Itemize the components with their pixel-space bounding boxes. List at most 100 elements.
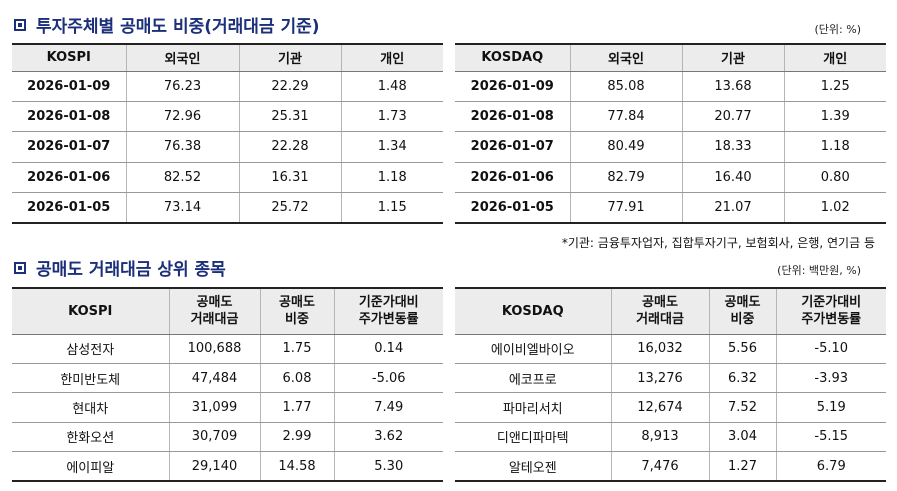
value-cell: 7.52 bbox=[708, 392, 776, 423]
value-cell: 29,140 bbox=[168, 451, 260, 482]
value-cell: 31,099 bbox=[168, 392, 260, 423]
value-cell: 1.73 bbox=[340, 101, 443, 133]
value-cell: 0.14 bbox=[333, 334, 443, 364]
value-cell: 1.34 bbox=[340, 131, 443, 163]
value-cell: 3.62 bbox=[333, 422, 443, 453]
stock-name-cell: 삼성전자 bbox=[12, 334, 169, 364]
column-header-cell: 기관 bbox=[238, 43, 341, 72]
investor-unit-label: (단위: %) bbox=[814, 23, 861, 36]
table-row: 2026-01-06 82.79 16.40 0.80 bbox=[455, 162, 886, 194]
column-header-cell: 개인 bbox=[783, 43, 886, 72]
column-header-cell: 공매도 거래대금 bbox=[610, 287, 709, 335]
top-kospi-table: KOSPI 공매도 거래대금 공매도 비중 기준가대비 주가변동률 삼성전자 100,688 1… bbox=[12, 287, 443, 482]
stock-name-cell: 한미반도체 bbox=[12, 363, 169, 394]
investor-section-title-text: 투자주체별 공매도 비중(거래대금 기준) bbox=[36, 17, 320, 37]
column-header-cell: 외국인 bbox=[125, 43, 239, 72]
value-cell: 1.77 bbox=[259, 392, 334, 423]
value-cell: 13,276 bbox=[610, 363, 709, 394]
stock-name-cell: 에코프로 bbox=[455, 363, 611, 394]
table-header-row: KOSPI 외국인 기관 개인 bbox=[12, 43, 443, 72]
value-cell: 8,913 bbox=[610, 422, 709, 453]
investor-kospi-table: KOSPI 외국인 기관 개인 2026-01-09 76.23 22.29 1.48 202… bbox=[12, 43, 443, 224]
table-row: 2026-01-07 80.49 18.33 1.18 bbox=[455, 131, 886, 163]
date-cell: 2026-01-06 bbox=[12, 162, 126, 194]
table-row: 2026-01-08 72.96 25.31 1.73 bbox=[12, 101, 443, 133]
stock-name-cell: 알테오젠 bbox=[455, 451, 611, 482]
value-cell: 3.04 bbox=[708, 422, 776, 453]
table-row: 2026-01-08 77.84 20.77 1.39 bbox=[455, 101, 886, 133]
value-cell: 22.28 bbox=[238, 131, 341, 163]
market-header-cell: KOSDAQ bbox=[455, 43, 570, 72]
stock-name-cell: 한화오션 bbox=[12, 422, 169, 453]
date-cell: 2026-01-05 bbox=[455, 192, 570, 224]
value-cell: -5.10 bbox=[775, 334, 886, 364]
investor-section-title: 투자주체별 공매도 비중(거래대금 기준) bbox=[14, 12, 320, 37]
value-cell: 1.39 bbox=[783, 101, 886, 133]
value-cell: 72.96 bbox=[125, 101, 239, 133]
value-cell: 5.30 bbox=[333, 451, 443, 482]
date-cell: 2026-01-07 bbox=[455, 131, 570, 163]
value-cell: 1.02 bbox=[783, 192, 886, 224]
value-cell: 1.48 bbox=[340, 71, 443, 102]
value-cell: 76.23 bbox=[125, 71, 239, 102]
table-row: 한화오션 30,709 2.99 3.62 bbox=[12, 422, 443, 453]
column-header-cell: 공매도 비중 bbox=[708, 287, 776, 335]
value-cell: 82.79 bbox=[569, 162, 682, 194]
table-row: 2026-01-05 77.91 21.07 1.02 bbox=[455, 192, 886, 224]
value-cell: 6.32 bbox=[708, 363, 776, 394]
table-header-row: KOSDAQ 공매도 거래대금 공매도 비중 기준가대비 주가변동률 bbox=[455, 287, 886, 335]
top-section-title: 공매도 거래대금 상위 종목 bbox=[14, 255, 226, 280]
value-cell: 85.08 bbox=[569, 71, 682, 102]
table-row: 한미반도체 47,484 6.08 -5.06 bbox=[12, 363, 443, 394]
value-cell: 76.38 bbox=[125, 131, 239, 163]
investor-kosdaq-table: KOSDAQ 외국인 기관 개인 2026-01-09 85.08 13.68 1.25 20… bbox=[455, 43, 886, 224]
table-row: 2026-01-09 85.08 13.68 1.25 bbox=[455, 71, 886, 102]
stock-name-cell: 에이피알 bbox=[12, 451, 169, 482]
institution-footnote: *기관: 금융투자업자, 집합투자기구, 보험회사, 은행, 연기금 등 bbox=[561, 236, 875, 250]
value-cell: 14.58 bbox=[259, 451, 334, 482]
value-cell: 1.15 bbox=[340, 192, 443, 224]
value-cell: 100,688 bbox=[168, 334, 260, 364]
column-header-cell: 기준가대비 주가변동률 bbox=[775, 287, 886, 335]
value-cell: 20.77 bbox=[681, 101, 784, 133]
value-cell: -5.06 bbox=[333, 363, 443, 394]
table-header-row: KOSDAQ 외국인 기관 개인 bbox=[455, 43, 886, 72]
market-header-cell: KOSDAQ bbox=[455, 287, 611, 335]
column-header-cell: 기관 bbox=[681, 43, 784, 72]
value-cell: 1.25 bbox=[783, 71, 886, 102]
column-header-cell: 공매도 비중 bbox=[259, 287, 334, 335]
top-unit-label: (단위: 백만원, %) bbox=[777, 264, 861, 277]
stock-name-cell: 파마리서치 bbox=[455, 392, 611, 423]
table-row: 파마리서치 12,674 7.52 5.19 bbox=[455, 392, 886, 423]
value-cell: 47,484 bbox=[168, 363, 260, 394]
stock-name-cell: 에이비엘바이오 bbox=[455, 334, 611, 364]
value-cell: 1.18 bbox=[340, 162, 443, 194]
date-cell: 2026-01-08 bbox=[12, 101, 126, 133]
table-row: 2026-01-07 76.38 22.28 1.34 bbox=[12, 131, 443, 163]
value-cell: 16.31 bbox=[238, 162, 341, 194]
value-cell: 25.72 bbox=[238, 192, 341, 224]
table-row: 에이비엘바이오 16,032 5.56 -5.10 bbox=[455, 334, 886, 364]
value-cell: 77.84 bbox=[569, 101, 682, 133]
table-row: 알테오젠 7,476 1.27 6.79 bbox=[455, 451, 886, 482]
value-cell: 12,674 bbox=[610, 392, 709, 423]
value-cell: 80.49 bbox=[569, 131, 682, 163]
table-row: 2026-01-06 82.52 16.31 1.18 bbox=[12, 162, 443, 194]
date-cell: 2026-01-06 bbox=[455, 162, 570, 194]
value-cell: 21.07 bbox=[681, 192, 784, 224]
table-row: 현대차 31,099 1.77 7.49 bbox=[12, 392, 443, 423]
value-cell: 22.29 bbox=[238, 71, 341, 102]
value-cell: 6.08 bbox=[259, 363, 334, 394]
value-cell: 73.14 bbox=[125, 192, 239, 224]
value-cell: 25.31 bbox=[238, 101, 341, 133]
square-bullet-icon bbox=[14, 261, 26, 274]
value-cell: 1.18 bbox=[783, 131, 886, 163]
date-cell: 2026-01-07 bbox=[12, 131, 126, 163]
value-cell: 5.56 bbox=[708, 334, 776, 364]
value-cell: 16.40 bbox=[681, 162, 784, 194]
value-cell: 1.75 bbox=[259, 334, 334, 364]
date-cell: 2026-01-08 bbox=[455, 101, 570, 133]
value-cell: 30,709 bbox=[168, 422, 260, 453]
market-header-cell: KOSPI bbox=[12, 287, 169, 335]
value-cell: 6.79 bbox=[775, 451, 886, 482]
